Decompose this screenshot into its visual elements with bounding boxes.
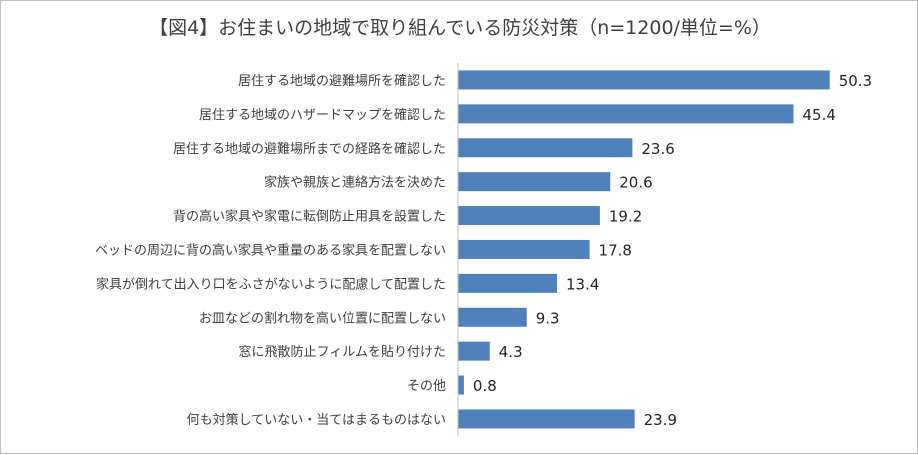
bar (458, 239, 590, 259)
category-label: 窓に飛散防止フィルムを貼り付けた (239, 344, 446, 360)
data-label: 20.6 (619, 174, 652, 192)
data-label: 23.9 (644, 411, 677, 429)
bar (458, 375, 464, 395)
bar (458, 70, 830, 90)
category-label: 居住する地域の避難場所を確認した (238, 73, 446, 89)
bar (458, 104, 794, 124)
bar (458, 409, 635, 429)
bar (458, 273, 558, 293)
data-label: 13.4 (566, 275, 599, 293)
bar (458, 172, 611, 192)
bar (458, 138, 633, 158)
category-label: 居住する地域のハザードマップを確認した (199, 107, 446, 123)
bar (458, 206, 600, 226)
category-label: 家族や親族と連絡方法を決めた (264, 175, 446, 191)
bars (458, 70, 830, 429)
bar (458, 307, 527, 327)
category-label: 何も対策していない・当てはまるものはない (187, 412, 446, 428)
data-label: 45.4 (803, 106, 836, 124)
data-label: 0.8 (473, 377, 497, 395)
category-labels: 居住する地域の避難場所を確認した居住する地域のハザードマップを確認した居住する地… (95, 73, 446, 428)
data-label: 17.8 (599, 241, 632, 259)
data-label: 23.6 (641, 140, 674, 158)
value-labels: 50.345.4 23.6 20.6 19.2 17.813.4 9.3 4.30.8 23.… (473, 72, 872, 429)
data-label: 4.3 (499, 343, 523, 361)
category-label: 居住する地域の避難場所までの経路を確認した (173, 141, 446, 157)
category-label: その他 (407, 379, 446, 394)
bar (458, 341, 490, 361)
data-label: 50.3 (839, 72, 872, 90)
category-label: 家具が倒れて出入り口をふさがないように配慮して配置した (96, 276, 446, 292)
category-label: ベッドの周辺に背の高い家具や重量のある家具を配置しない (95, 242, 446, 258)
category-label: お皿などの割れ物を高い位置に配置しない (199, 310, 446, 326)
category-label: 背の高い家具や家電に転倒防止用具を設置した (173, 209, 446, 225)
data-label: 19.2 (609, 208, 642, 226)
data-label: 9.3 (536, 309, 560, 327)
chart-title: 【図4】お住まいの地域で取り組んでいる防災対策（n=1200/単位=%） (149, 17, 771, 39)
